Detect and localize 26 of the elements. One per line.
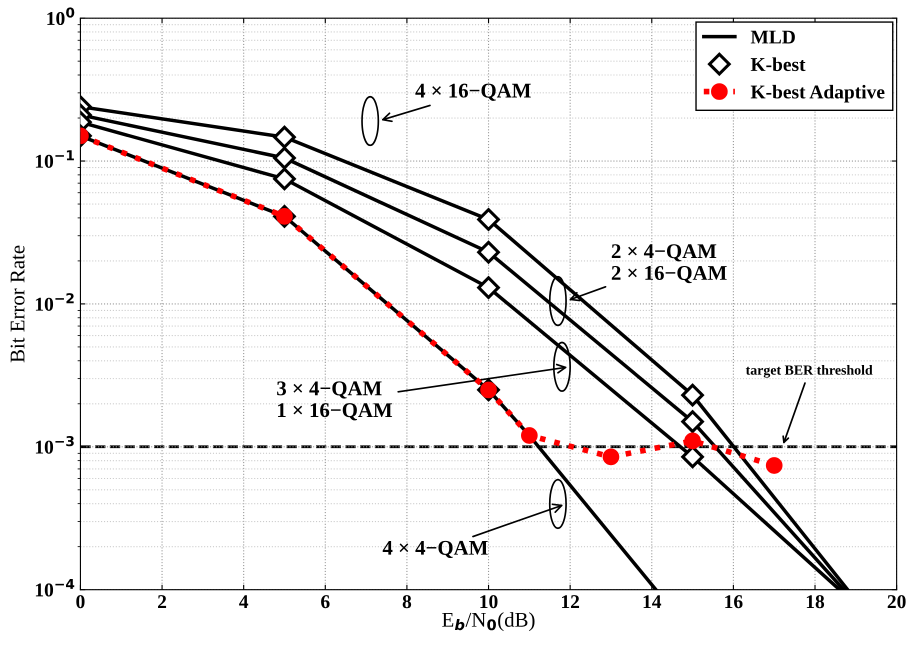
x-tick-label: 16	[725, 595, 743, 608]
annotation: 4 × 4−QAM	[382, 540, 488, 558]
ref-line-label: target BER threshold	[746, 364, 873, 378]
annotation: 4 × 16−QAM	[415, 84, 531, 101]
annotation: 3 × 4−QAM 1 × 16−QAM	[277, 381, 392, 420]
legend-label: K-best	[750, 57, 806, 72]
y-tick-label: 10$^{−2}$	[36, 293, 74, 311]
x-tick-label: 10	[480, 595, 498, 608]
y-tick-label: 10$^{−1}$	[36, 150, 74, 168]
legend-label: K-best Adaptive	[750, 84, 884, 103]
x-axis-title: E$_{b}$/N$_{0}$(dB)	[442, 612, 535, 632]
y-tick-label: 10$^{−3}$	[36, 436, 74, 454]
x-tick-label: 2	[158, 595, 166, 608]
x-tick-label: 12	[562, 595, 580, 608]
x-tick-label: 8	[402, 595, 412, 608]
y-tick-label: 10$^{−4}$	[36, 578, 74, 597]
x-tick-label: 14	[644, 595, 662, 608]
x-tick-label: 0	[76, 595, 85, 608]
y-axis-title: Bit Error Rate	[10, 246, 25, 362]
x-tick-label: 20	[888, 595, 906, 608]
x-tick-label: 4	[239, 595, 248, 608]
x-tick-label: 6	[321, 595, 330, 608]
annotation: 2 × 4−QAM 2 × 16−QAM	[612, 244, 727, 284]
y-tick-label: 10$^{0}$	[47, 7, 74, 26]
legend-label: MLD	[750, 30, 795, 44]
x-tick-label: 18	[806, 595, 824, 608]
